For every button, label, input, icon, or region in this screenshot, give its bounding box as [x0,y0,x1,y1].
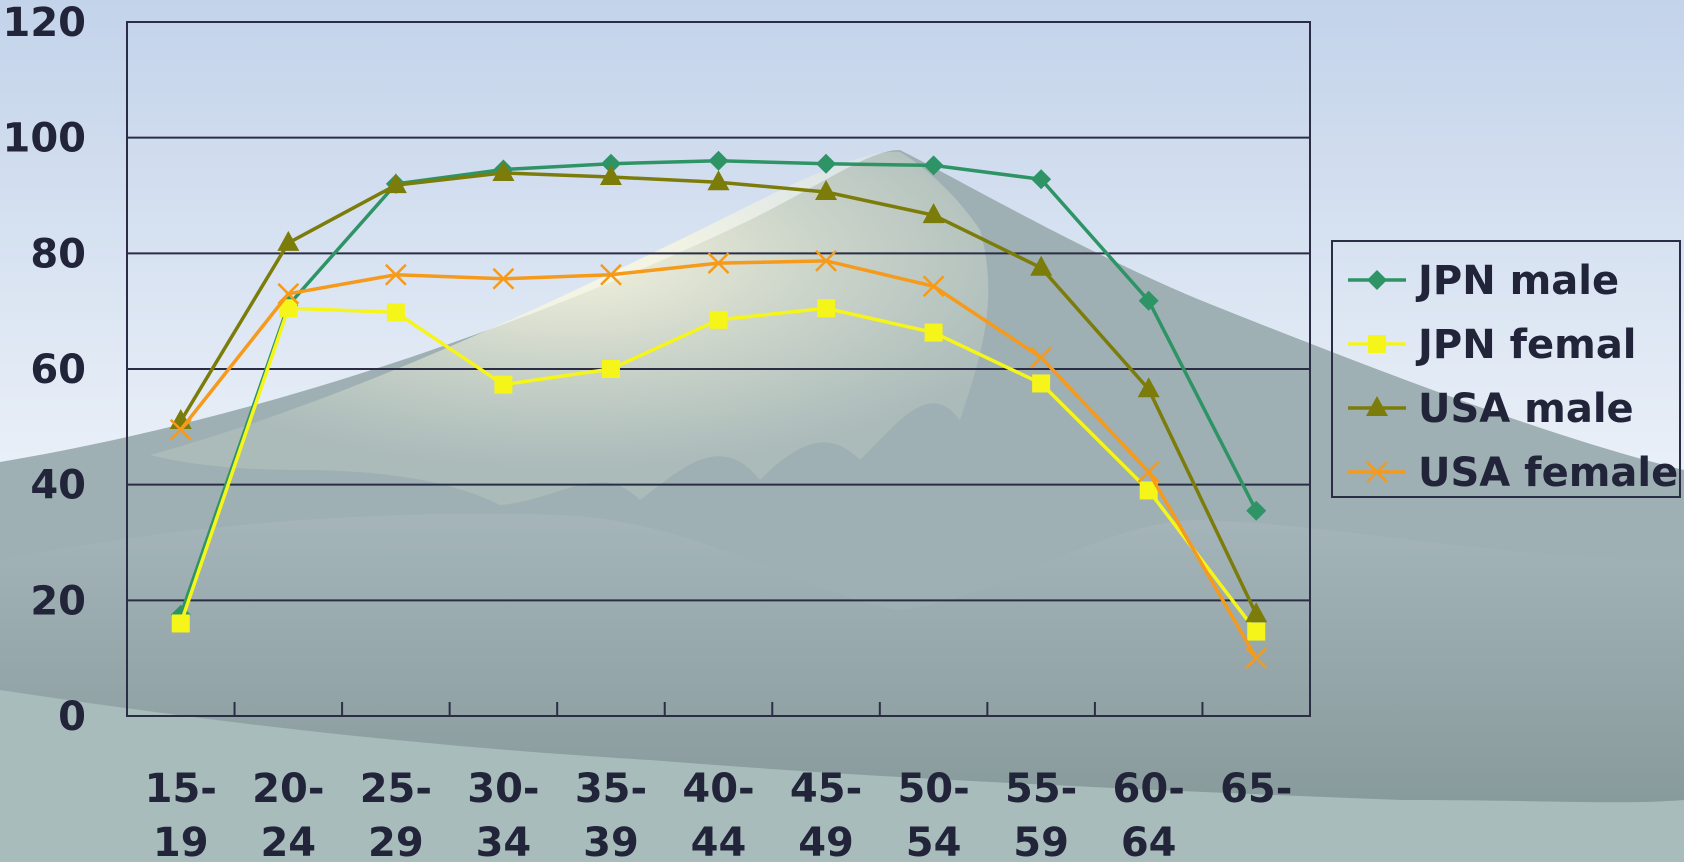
x-tick-label: 39 [583,820,639,862]
x-tick-label: 50- [897,766,969,812]
plot-area [126,21,1311,717]
data-point [707,252,730,275]
legend-label: JPN femal [1415,322,1637,368]
y-tick-label: 80 [30,231,86,277]
legend-marker [1366,461,1388,483]
data-point [817,299,836,318]
data-point [492,160,515,181]
x-tick-label: 25- [360,766,432,812]
data-point [601,360,620,378]
legend-marker [1366,396,1388,416]
x-tick-label: 19 [153,820,209,862]
x-tick-label: 20- [252,766,324,812]
data-point [599,164,622,185]
mountain-snow [150,151,989,505]
x-tick-label: 64 [1121,820,1177,862]
data-point [386,303,405,322]
data-point [494,375,513,394]
data-point [1137,377,1160,398]
data-point [1031,169,1052,190]
x-tick-label: 34 [476,820,532,862]
legend-label: USA male [1418,386,1634,432]
legend-box [1331,240,1681,498]
data-point [277,282,300,305]
data-point [171,614,190,633]
data-point [816,153,837,174]
data-point [815,180,838,201]
x-tick-label: 35- [575,766,647,812]
data-point [277,230,300,251]
data-point [1030,255,1053,276]
x-tick-label: 59 [1013,820,1069,862]
x-tick-label: 45- [790,766,862,812]
data-point [1245,602,1268,623]
x-tick-label: 15- [145,766,217,812]
x-tick-label: 54 [906,820,962,862]
y-tick-label: 0 [58,694,86,740]
y-axis-labels: 0 20 40 60 80 100 120 [3,0,87,740]
series-usa-female [169,249,1268,670]
data-point [492,267,515,290]
data-point [922,203,945,224]
legend: JPN male JPN femal USA male USA female [1331,240,1681,498]
legend-label: JPN male [1415,258,1619,304]
data-point [815,249,837,272]
data-point [1246,500,1267,521]
foreground-hills [0,690,1684,862]
data-point [600,153,621,174]
y-tick-label: 100 [3,116,87,162]
y-tick-label: 40 [30,463,86,509]
data-point [169,418,192,441]
legend-label: USA female [1418,450,1678,496]
data-point [1137,461,1160,483]
x-axis-tick-marks [126,702,1311,716]
x-tick-label: 24 [260,820,316,862]
x-tick-label: 40- [682,766,754,812]
data-point [384,173,407,194]
data-point [709,310,728,329]
plot-frame [126,21,1311,717]
x-tick-label: 49 [798,820,854,862]
legend-item: JPN male [1348,258,1619,304]
data-point [1139,481,1158,500]
data-point [922,275,945,298]
data-point [924,323,943,342]
legend-marker [1367,270,1387,290]
series-layer [169,150,1268,670]
x-tick-label: 29 [368,820,424,862]
x-axis-labels: 15- 19 20- 24 25- 29 30- 34 35- 39 40- 44 45- 49 50- 54… [145,766,1293,862]
x-tick-label: 44 [691,820,747,862]
data-point [708,150,729,171]
data-point [1030,346,1053,369]
data-point [279,299,298,318]
legend-item: JPN femal [1348,322,1637,368]
legend-marker [1368,335,1386,353]
series-jpn-femal [171,299,1266,641]
data-point [923,155,944,176]
x-tick-label: 60- [1113,766,1185,812]
x-tick-label: 55- [1005,766,1077,812]
data-point [384,263,407,286]
y-tick-label: 120 [3,0,87,46]
x-tick-label: 65- [1220,766,1292,812]
data-point [1245,647,1268,670]
data-point [1032,374,1051,393]
data-point [1138,290,1159,311]
y-tick-label: 60 [30,347,86,393]
data-point [1247,622,1266,641]
legend-item: USA female [1348,450,1678,496]
data-point [707,170,730,191]
legend-item: USA male [1348,386,1634,432]
data-point [600,263,622,286]
y-tick-label: 20 [30,578,86,624]
x-tick-label: 30- [467,766,539,812]
